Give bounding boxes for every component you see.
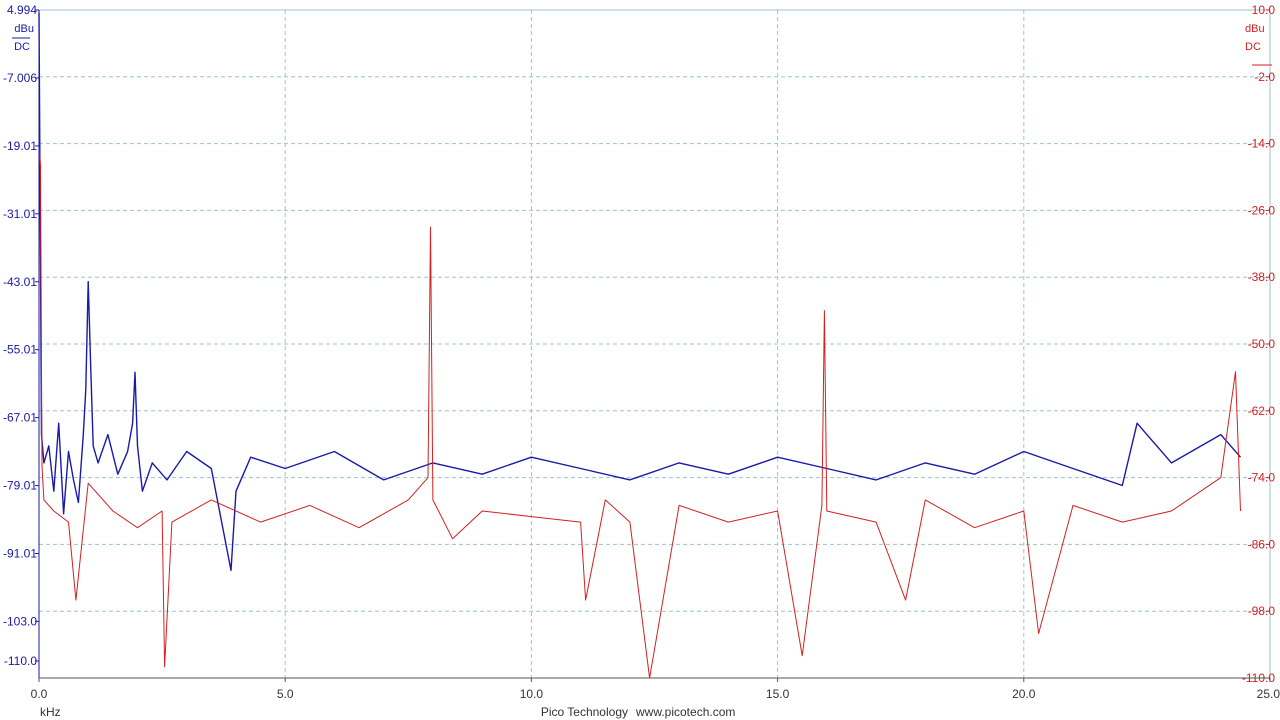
x-tick-label: 20.0 [1012, 687, 1036, 701]
left-tick-label: -19.01 [3, 139, 37, 153]
right-tick-label: -62.0 [1248, 404, 1276, 418]
grid-layer [38, 9, 1271, 679]
left-tick-label: -43.01 [3, 275, 37, 289]
x-tick-label: 15.0 [766, 687, 790, 701]
right-tick-label: -26.0 [1248, 203, 1276, 217]
right-tick-label: 10.0 [1252, 3, 1276, 17]
left-tick-label: -91.01 [3, 547, 37, 561]
right-tick-label: -50.0 [1248, 337, 1276, 351]
left-tick-label: -110.0 [4, 654, 37, 668]
x-unit-label: kHz [40, 705, 61, 719]
left-tick-label: 4.994 [7, 3, 37, 17]
series-red-line [38, 143, 1241, 679]
right-tick-label: -2.0 [1254, 70, 1275, 84]
left-unit-top: dBu [14, 23, 34, 35]
right-tick-label: -86.0 [1248, 537, 1276, 551]
right-tick-label: -38.0 [1248, 270, 1276, 284]
left-tick-label: -55.01 [3, 343, 37, 357]
right-tick-label: -74.0 [1248, 471, 1276, 485]
left-tick-label: -31.01 [3, 207, 37, 221]
footer-url: www.picotech.com [635, 705, 735, 719]
left-tick-label: -7.006 [3, 71, 37, 85]
series-blue-line [38, 12, 1242, 572]
right-unit-top: dBu [1245, 23, 1265, 35]
x-tick-label: 10.0 [520, 687, 544, 701]
footer-brand: Pico Technology [541, 705, 628, 719]
x-tick-label: 25.0 [1257, 687, 1280, 701]
left-tick-label: -67.01 [3, 411, 37, 425]
left-tick-label: -79.01 [3, 479, 37, 493]
left-axis: 4.994 -7.006 -19.01 -31.01 -43.01 -55.01 -67.0… [3, 3, 40, 678]
x-tick-label: 0.0 [31, 687, 48, 701]
right-tick-label: -98.0 [1248, 604, 1276, 618]
right-unit-bottom: DC [1245, 41, 1261, 53]
left-unit-bottom: DC [14, 41, 30, 53]
x-tick-label: 5.0 [277, 687, 294, 701]
series-layer [38, 12, 1242, 679]
x-axis: 0.0 5.0 10.0 15.0 20.0 25.0 [31, 677, 1280, 701]
left-tick-label: -103.0 [3, 614, 37, 628]
right-tick-label: -14.0 [1248, 137, 1276, 151]
